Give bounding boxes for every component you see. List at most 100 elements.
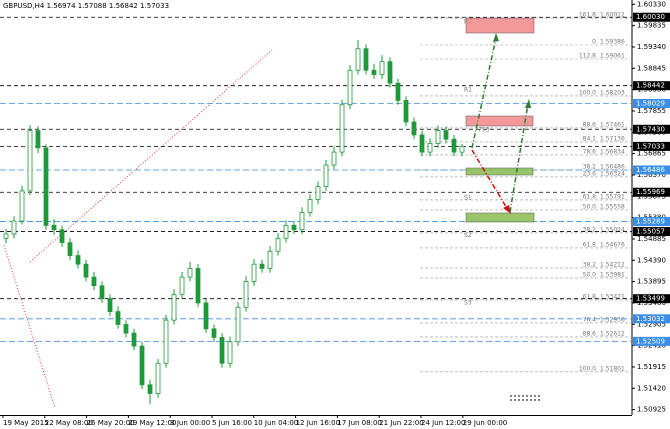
candle-body: [203, 302, 209, 330]
candle-body: [443, 130, 449, 140]
candle-body: [243, 281, 249, 308]
title-background: [0, 0, 200, 11]
candle-body: [251, 263, 257, 282]
level-label: 1.53032: [636, 315, 665, 323]
level-label-box: [633, 165, 670, 175]
fib-level: 88.6: [583, 330, 597, 337]
x-tick-label: 21 Jun 22:00: [379, 419, 423, 427]
level-label-box: [633, 12, 670, 22]
fib-price: 1.51801: [600, 365, 625, 372]
pivot-label: R1: [464, 87, 472, 94]
target-zone: [465, 17, 535, 34]
level-label: 1.55057: [636, 228, 665, 236]
y-tick-label: 1.57855: [637, 107, 666, 115]
y-tick-label: 1.51420: [637, 384, 666, 392]
fib-level: 78.6: [583, 148, 597, 155]
arrow: [509, 103, 529, 213]
y-tick-label: 1.54885: [637, 235, 666, 243]
candle-body: [11, 220, 17, 235]
fib-level: 112.8: [579, 52, 596, 59]
fib-level: 0: [592, 38, 596, 45]
level-label-box: [633, 336, 670, 346]
y-tick-label: 1.51915: [637, 363, 666, 371]
y-tick-label: 1.56370: [637, 171, 666, 179]
candle-body: [227, 341, 233, 364]
candle-body: [123, 324, 129, 334]
fib-price: 1.53981: [600, 271, 625, 278]
fib-price: 1.54212: [600, 261, 625, 268]
candle-body: [259, 263, 265, 269]
candle-body: [267, 250, 273, 269]
support-zone: [465, 167, 534, 176]
fib-price: 1.52612: [600, 330, 625, 337]
level-label: 1.53499: [636, 295, 665, 303]
candle-body: [451, 138, 457, 153]
candle-body: [379, 61, 385, 75]
arrow-head: [525, 99, 531, 108]
level-label-box: [633, 124, 670, 134]
level-label: 1.57430: [636, 125, 665, 133]
candle-body: [179, 276, 185, 295]
x-tick-label: 17 Jun 08:00: [337, 419, 381, 427]
arrow: [471, 37, 497, 149]
candle-body: [131, 332, 137, 347]
level-label-box: [633, 81, 670, 91]
pivot-label: S3: [464, 299, 472, 306]
fib-price: 1.54676: [600, 241, 625, 248]
y-tick-label: 1.60330: [637, 0, 666, 8]
candle-body: [363, 48, 369, 71]
x-tick-label: 24 Jun 12:00: [421, 419, 465, 427]
y-tick-label: 1.50925: [637, 406, 666, 414]
level-label-box: [633, 187, 670, 197]
candle-body: [83, 263, 89, 278]
candle-body: [195, 268, 201, 304]
x-tick-label: 26 May 20:00: [87, 419, 135, 427]
candle-body: [299, 212, 305, 231]
level-label: 1.56486: [636, 166, 665, 174]
fib-price: 1.57136: [600, 135, 625, 142]
level-label-box: [633, 98, 670, 108]
x-tick-label: 10 Jun 04:00: [254, 419, 298, 427]
fib-level: 50.0: [583, 271, 597, 278]
candle-body: [59, 229, 65, 244]
fib-price: 1.56486: [600, 163, 625, 170]
arrow-head: [503, 205, 511, 214]
candle-body: [371, 69, 377, 75]
candle-body: [139, 345, 145, 386]
layer: [465, 17, 540, 401]
candle-body: [67, 242, 73, 256]
level-label: 1.55289: [636, 218, 665, 226]
x-tick-label: 29 May 12:00: [128, 419, 176, 427]
fib-price: 1.56834: [600, 148, 625, 155]
level-label: 1.58029: [636, 99, 665, 107]
pivot-label: S1: [464, 194, 472, 201]
fib-level: 61.8: [583, 193, 597, 200]
candle-body: [411, 121, 417, 136]
candle-body: [283, 224, 289, 239]
candle-body: [51, 224, 57, 231]
fib-level: 76.4: [583, 316, 597, 323]
candle-body: [155, 362, 161, 394]
candle-body: [315, 186, 321, 200]
candle-body: [275, 237, 281, 252]
candle-body: [219, 337, 225, 364]
candle-body: [43, 147, 49, 226]
candle-body: [235, 306, 241, 343]
x-tick-label: 5 Jun 16:00: [212, 419, 252, 427]
candle-body: [91, 276, 97, 287]
candle-body: [75, 255, 81, 265]
y-tick-label: 1.56865: [637, 150, 666, 158]
target-zone: [465, 115, 534, 127]
x-tick-label: 12 Jun 16:00: [296, 419, 340, 427]
chart-title: GBPUSD,H4 1.56974 1.57088 1.56842 1.5703…: [3, 2, 169, 10]
fib-price: 1.53471: [600, 293, 625, 300]
support-zone: [465, 212, 535, 223]
candle-body: [323, 164, 329, 187]
fib-level: 38.2: [583, 163, 597, 170]
y-tick-label: 1.54390: [637, 256, 666, 264]
candle-body: [403, 100, 409, 123]
candle-body: [3, 233, 9, 239]
candle-body: [339, 104, 345, 153]
candle-body: [459, 145, 465, 153]
